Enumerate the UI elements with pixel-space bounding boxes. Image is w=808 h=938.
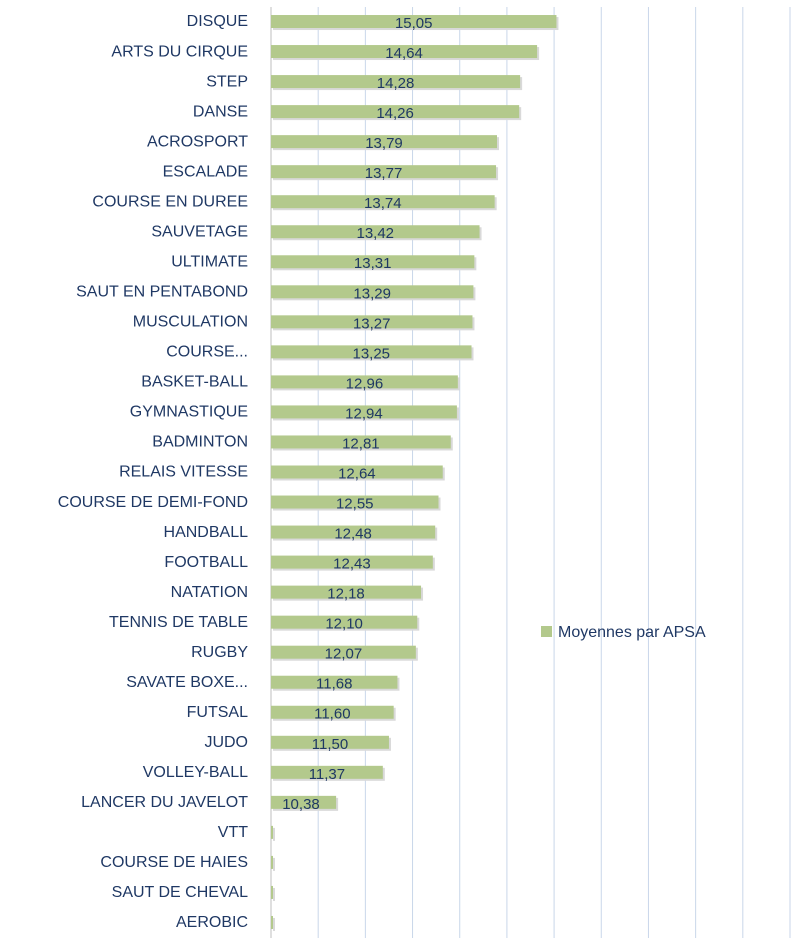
bar — [271, 495, 439, 509]
y-tick-label: VOLLEY-BALL — [143, 764, 248, 781]
data-label: 13,27 — [353, 315, 391, 332]
y-tick-label: ACROSPORT — [147, 133, 248, 150]
bar-shadow — [273, 887, 275, 901]
bar — [271, 585, 422, 599]
y-tick-label: ULTIMATE — [171, 253, 248, 270]
y-tick-label: VTT — [218, 824, 248, 841]
data-label: 12,48 — [334, 526, 372, 543]
data-label: 14,26 — [376, 105, 414, 122]
bar — [271, 195, 495, 209]
bar — [271, 105, 520, 119]
y-tick-label: SAUT DE CHEVAL — [112, 884, 248, 901]
y-tick-label: DISQUE — [187, 13, 248, 30]
bar — [271, 75, 521, 89]
y-tick-label: SAUVETAGE — [151, 223, 248, 240]
y-tick-label: BASKET-BALL — [141, 374, 248, 391]
y-tick-label: LANCER DU JAVELOT — [81, 794, 248, 811]
bar-shadow — [273, 857, 275, 871]
bar — [271, 375, 458, 389]
bar — [271, 15, 557, 29]
bar — [271, 435, 451, 449]
data-label: 11,60 — [314, 706, 350, 723]
data-label: 10,38 — [282, 796, 320, 813]
data-label: 13,77 — [365, 165, 403, 182]
data-label: 13,74 — [364, 195, 402, 212]
y-tick-label: COURSE DE HAIES — [100, 854, 248, 871]
bar — [271, 615, 418, 629]
bar — [271, 645, 416, 659]
y-tick-label: MUSCULATION — [133, 314, 248, 331]
bar — [271, 345, 472, 359]
y-tick-label: ESCALADE — [163, 163, 248, 180]
bar-shadow — [273, 917, 275, 931]
legend-label: Moyennes par APSA — [558, 624, 706, 641]
y-tick-label: FOOTBALL — [164, 554, 248, 571]
bar — [271, 255, 475, 269]
data-label: 15,05 — [395, 15, 433, 32]
bar — [271, 555, 433, 569]
bar — [271, 735, 389, 749]
data-label: 13,25 — [352, 345, 390, 362]
bar — [271, 705, 394, 719]
y-tick-label: STEP — [206, 73, 248, 90]
bar — [271, 45, 538, 59]
bar — [271, 765, 383, 779]
y-tick-label: FUTSAL — [187, 704, 248, 721]
bar — [271, 465, 443, 479]
bar — [271, 225, 480, 239]
y-tick-label: NATATION — [171, 584, 248, 601]
data-label: 13,42 — [356, 225, 394, 242]
bar — [271, 525, 436, 539]
y-tick-label: RELAIS VITESSE — [119, 464, 248, 481]
y-tick-label: COURSE DE DEMI-FOND — [58, 494, 248, 511]
y-tick-label: RUGBY — [191, 644, 248, 661]
data-label: 12,18 — [327, 586, 365, 603]
data-label: 13,31 — [354, 255, 392, 272]
data-label: 12,55 — [336, 496, 374, 513]
data-label: 12,94 — [345, 405, 383, 422]
bar — [271, 675, 398, 689]
y-tick-label: JUDO — [204, 734, 248, 751]
data-label: 12,81 — [342, 435, 380, 452]
y-tick-label: SAUT EN PENTABOND — [76, 284, 248, 301]
data-label: 12,64 — [338, 465, 376, 482]
bar — [271, 315, 473, 329]
data-label: 12,43 — [333, 556, 371, 573]
bar — [271, 825, 273, 839]
bar — [271, 855, 273, 869]
y-tick-label: DANSE — [193, 103, 248, 120]
data-label: 12,96 — [346, 375, 384, 392]
y-tick-label: BADMINTON — [152, 434, 248, 451]
bar-shadow — [273, 827, 275, 841]
data-label: 11,37 — [309, 766, 345, 783]
y-tick-label: ARTS DU CIRQUE — [111, 43, 248, 60]
bar — [271, 885, 273, 899]
data-label: 13,29 — [353, 285, 391, 302]
y-tick-label: AEROBIC — [176, 914, 248, 931]
y-tick-label: TENNIS DE TABLE — [109, 614, 248, 631]
data-label: 12,10 — [325, 616, 363, 633]
legend-swatch — [541, 626, 552, 637]
y-tick-label: COURSE... — [166, 344, 248, 361]
data-label: 14,64 — [385, 45, 423, 62]
data-label: 13,79 — [365, 135, 403, 152]
bar — [271, 405, 457, 419]
bar — [271, 915, 273, 929]
y-tick-label: SAVATE BOXE... — [126, 674, 248, 691]
bar — [271, 795, 337, 809]
y-tick-label: GYMNASTIQUE — [130, 404, 248, 421]
data-label: 12,07 — [325, 646, 363, 663]
data-label: 11,50 — [312, 736, 348, 753]
bar — [271, 135, 498, 149]
data-label: 14,28 — [377, 75, 415, 92]
y-tick-label: COURSE EN DUREE — [92, 193, 248, 210]
bar — [271, 285, 474, 299]
bar — [271, 165, 497, 179]
data-label: 11,68 — [316, 676, 352, 693]
y-tick-label: HANDBALL — [164, 524, 249, 541]
